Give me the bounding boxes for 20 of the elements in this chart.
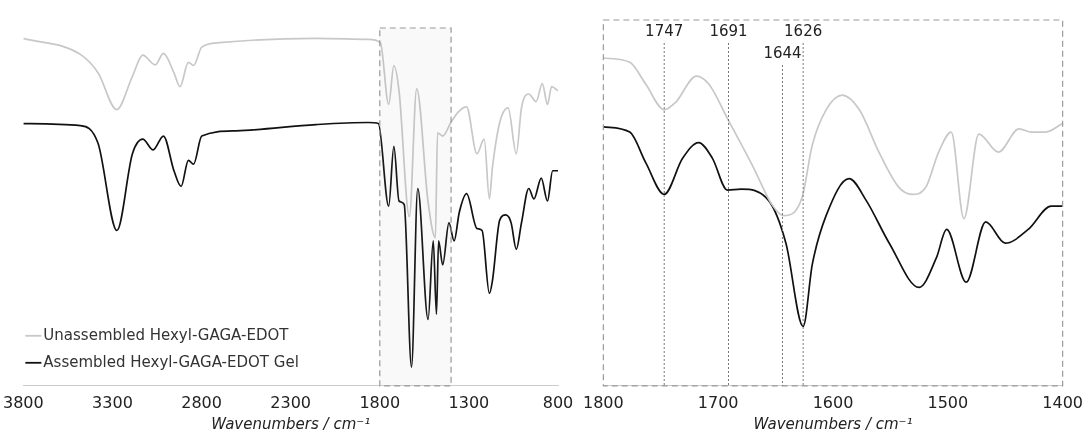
x-tick-label: 2300 (270, 392, 312, 412)
x-axis-title: Wavenumbers / cm⁻¹ (753, 414, 913, 433)
x-tick-label: 1600 (812, 392, 854, 412)
ref-line-label: 1626 (784, 21, 823, 40)
x-tick-label: 3300 (92, 392, 133, 412)
ref-line-label: 1691 (709, 21, 748, 40)
ref-line-label: 1644 (763, 43, 802, 62)
x-tick-label: 1500 (927, 392, 969, 412)
x-tick-label: 1800 (359, 392, 401, 412)
x-tick-label: 1300 (448, 392, 490, 412)
x-tick-label: 1400 (1042, 392, 1083, 412)
ref-line-label: 1747 (645, 21, 684, 40)
x-tick-label: 800 (542, 392, 574, 412)
x-axis-title: Wavenumbers / cm⁻¹ (211, 414, 371, 433)
x-tick-label: 1800 (583, 392, 624, 412)
x-tick-label: 3800 (3, 392, 44, 412)
x-tick-label: 2800 (181, 392, 222, 412)
x-tick-label: 1700 (697, 392, 739, 412)
legend-label: Unassembled Hexyl-GAGA-EDOT (43, 325, 290, 344)
legend-label: Assembled Hexyl-GAGA-EDOT Gel (43, 352, 299, 371)
